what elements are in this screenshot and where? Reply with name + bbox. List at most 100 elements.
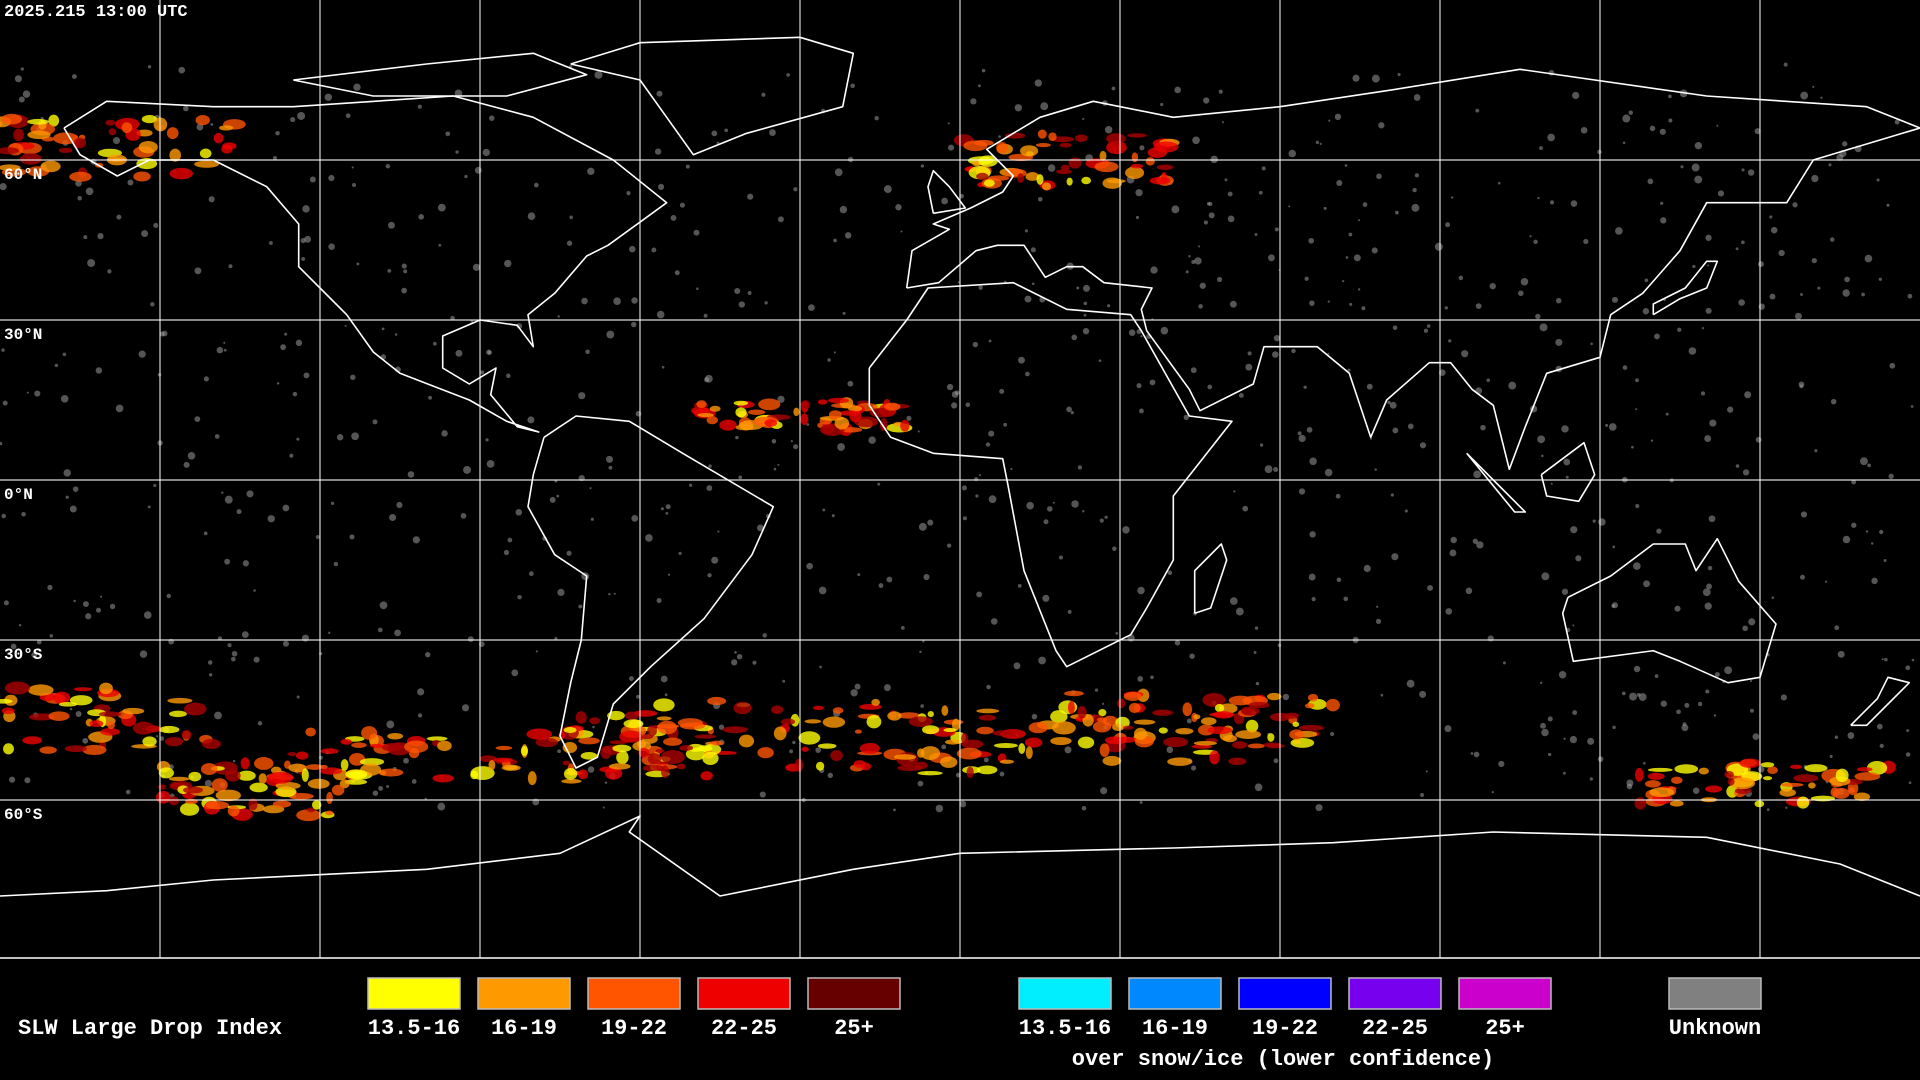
cloud-patch xyxy=(432,774,454,783)
cloud-speck xyxy=(330,501,335,505)
cloud-patch xyxy=(211,778,228,792)
cloud-patch xyxy=(359,758,385,766)
cloud-speck xyxy=(10,643,17,650)
cloud-speck xyxy=(1406,679,1415,688)
cloud-speck xyxy=(685,164,690,169)
cloud-patch xyxy=(520,745,529,756)
cloud-patch xyxy=(1050,136,1075,143)
cloud-speck xyxy=(1425,770,1428,773)
cloud-patch xyxy=(287,751,297,757)
cloud-speck xyxy=(1629,692,1638,701)
cloud-patch xyxy=(319,764,328,769)
cloud-speck xyxy=(1047,506,1053,512)
cloud-speck xyxy=(1780,694,1787,701)
cloud-patch xyxy=(660,750,685,765)
cloud-speck xyxy=(1309,300,1315,306)
cloud-speck xyxy=(786,73,790,77)
cloud-patch xyxy=(1050,710,1068,723)
cloud-speck xyxy=(602,806,605,809)
cloud-speck xyxy=(73,599,76,603)
cloud-speck xyxy=(1665,412,1669,416)
cloud-speck xyxy=(284,332,288,336)
cloud-patch xyxy=(237,770,256,781)
cloud-speck xyxy=(1288,149,1297,158)
cloud-patch xyxy=(73,687,93,692)
cloud-speck xyxy=(1407,423,1414,430)
cloud-speck xyxy=(1851,522,1857,528)
cloud-patch xyxy=(344,779,368,785)
cloud-speck xyxy=(506,373,511,379)
cloud-speck xyxy=(403,757,409,764)
cloud-speck xyxy=(289,453,294,458)
cloud-speck xyxy=(356,262,360,266)
cloud-speck xyxy=(1139,801,1143,804)
cloud-speck xyxy=(557,315,560,318)
cloud-speck xyxy=(947,144,955,151)
cloud-speck xyxy=(756,524,764,532)
cloud-speck xyxy=(1702,588,1711,597)
cloud-patch xyxy=(978,155,998,167)
cloud-speck xyxy=(1541,572,1550,581)
cloud-patch xyxy=(222,142,237,150)
cloud-speck xyxy=(711,556,719,564)
cloud-patch xyxy=(780,718,796,725)
cloud-patch xyxy=(205,800,229,810)
cloud-patch xyxy=(20,153,42,165)
cloud-speck xyxy=(1025,371,1030,377)
cloud-speck xyxy=(1644,278,1649,283)
cloud-speck xyxy=(1829,754,1833,759)
coastline xyxy=(868,281,1233,668)
cloud-speck xyxy=(1660,217,1667,224)
cloud-patch xyxy=(698,745,713,752)
cloud-patch xyxy=(804,719,822,724)
cloud-speck xyxy=(26,391,29,394)
cloud-speck xyxy=(1224,178,1228,182)
cloud-patch xyxy=(215,789,242,802)
cloud-patch xyxy=(1017,173,1025,184)
cloud-speck xyxy=(301,256,306,261)
cloud-speck xyxy=(793,187,798,192)
cloud-speck xyxy=(819,665,822,669)
latitude-labels: 60°N 30°N 0°N 30°S 60°S xyxy=(4,166,43,824)
cloud-speck xyxy=(1309,457,1317,466)
cloud-patch xyxy=(1235,730,1262,739)
cloud-speck xyxy=(1884,657,1888,662)
cloud-patch xyxy=(800,413,809,426)
cloud-speck xyxy=(1547,752,1552,757)
cloud-speck xyxy=(608,592,611,596)
coastline xyxy=(527,415,775,769)
cloud-patch xyxy=(834,417,850,430)
cloud-speck xyxy=(389,514,397,522)
cloud-speck xyxy=(450,315,455,321)
cloud-patch xyxy=(679,722,706,730)
cloud-speck xyxy=(1024,295,1032,303)
legend-label: 13.5-16 xyxy=(1019,1016,1111,1041)
cloud-speck xyxy=(1906,729,1910,733)
cloud-patch xyxy=(696,400,707,409)
cloud-speck xyxy=(386,720,395,729)
cloud-patch xyxy=(1182,702,1193,717)
cloud-patch xyxy=(27,684,54,696)
cloud-speck xyxy=(75,710,82,717)
cloud-patch xyxy=(1304,703,1315,709)
cloud-patch xyxy=(219,125,234,131)
cloud-patch xyxy=(1245,719,1259,733)
cloud-patch xyxy=(1160,172,1168,183)
cloud-speck xyxy=(345,113,351,119)
cloud-patch xyxy=(561,778,582,784)
cloud-speck xyxy=(272,156,277,160)
cloud-patch xyxy=(813,705,824,711)
cloud-speck xyxy=(883,684,891,692)
cloud-speck xyxy=(1491,790,1494,794)
cloud-patch xyxy=(248,798,258,811)
cloud-patch xyxy=(369,743,384,748)
cloud-speck xyxy=(1547,716,1553,722)
coastline xyxy=(570,36,855,156)
cloud-speck xyxy=(1798,381,1805,388)
cloud-patch xyxy=(832,707,844,714)
cloud-patch xyxy=(301,768,309,782)
cloud-speck xyxy=(31,652,38,658)
cloud-speck xyxy=(1691,163,1700,172)
cloud-speck xyxy=(83,235,88,240)
cloud-patch xyxy=(27,130,51,140)
